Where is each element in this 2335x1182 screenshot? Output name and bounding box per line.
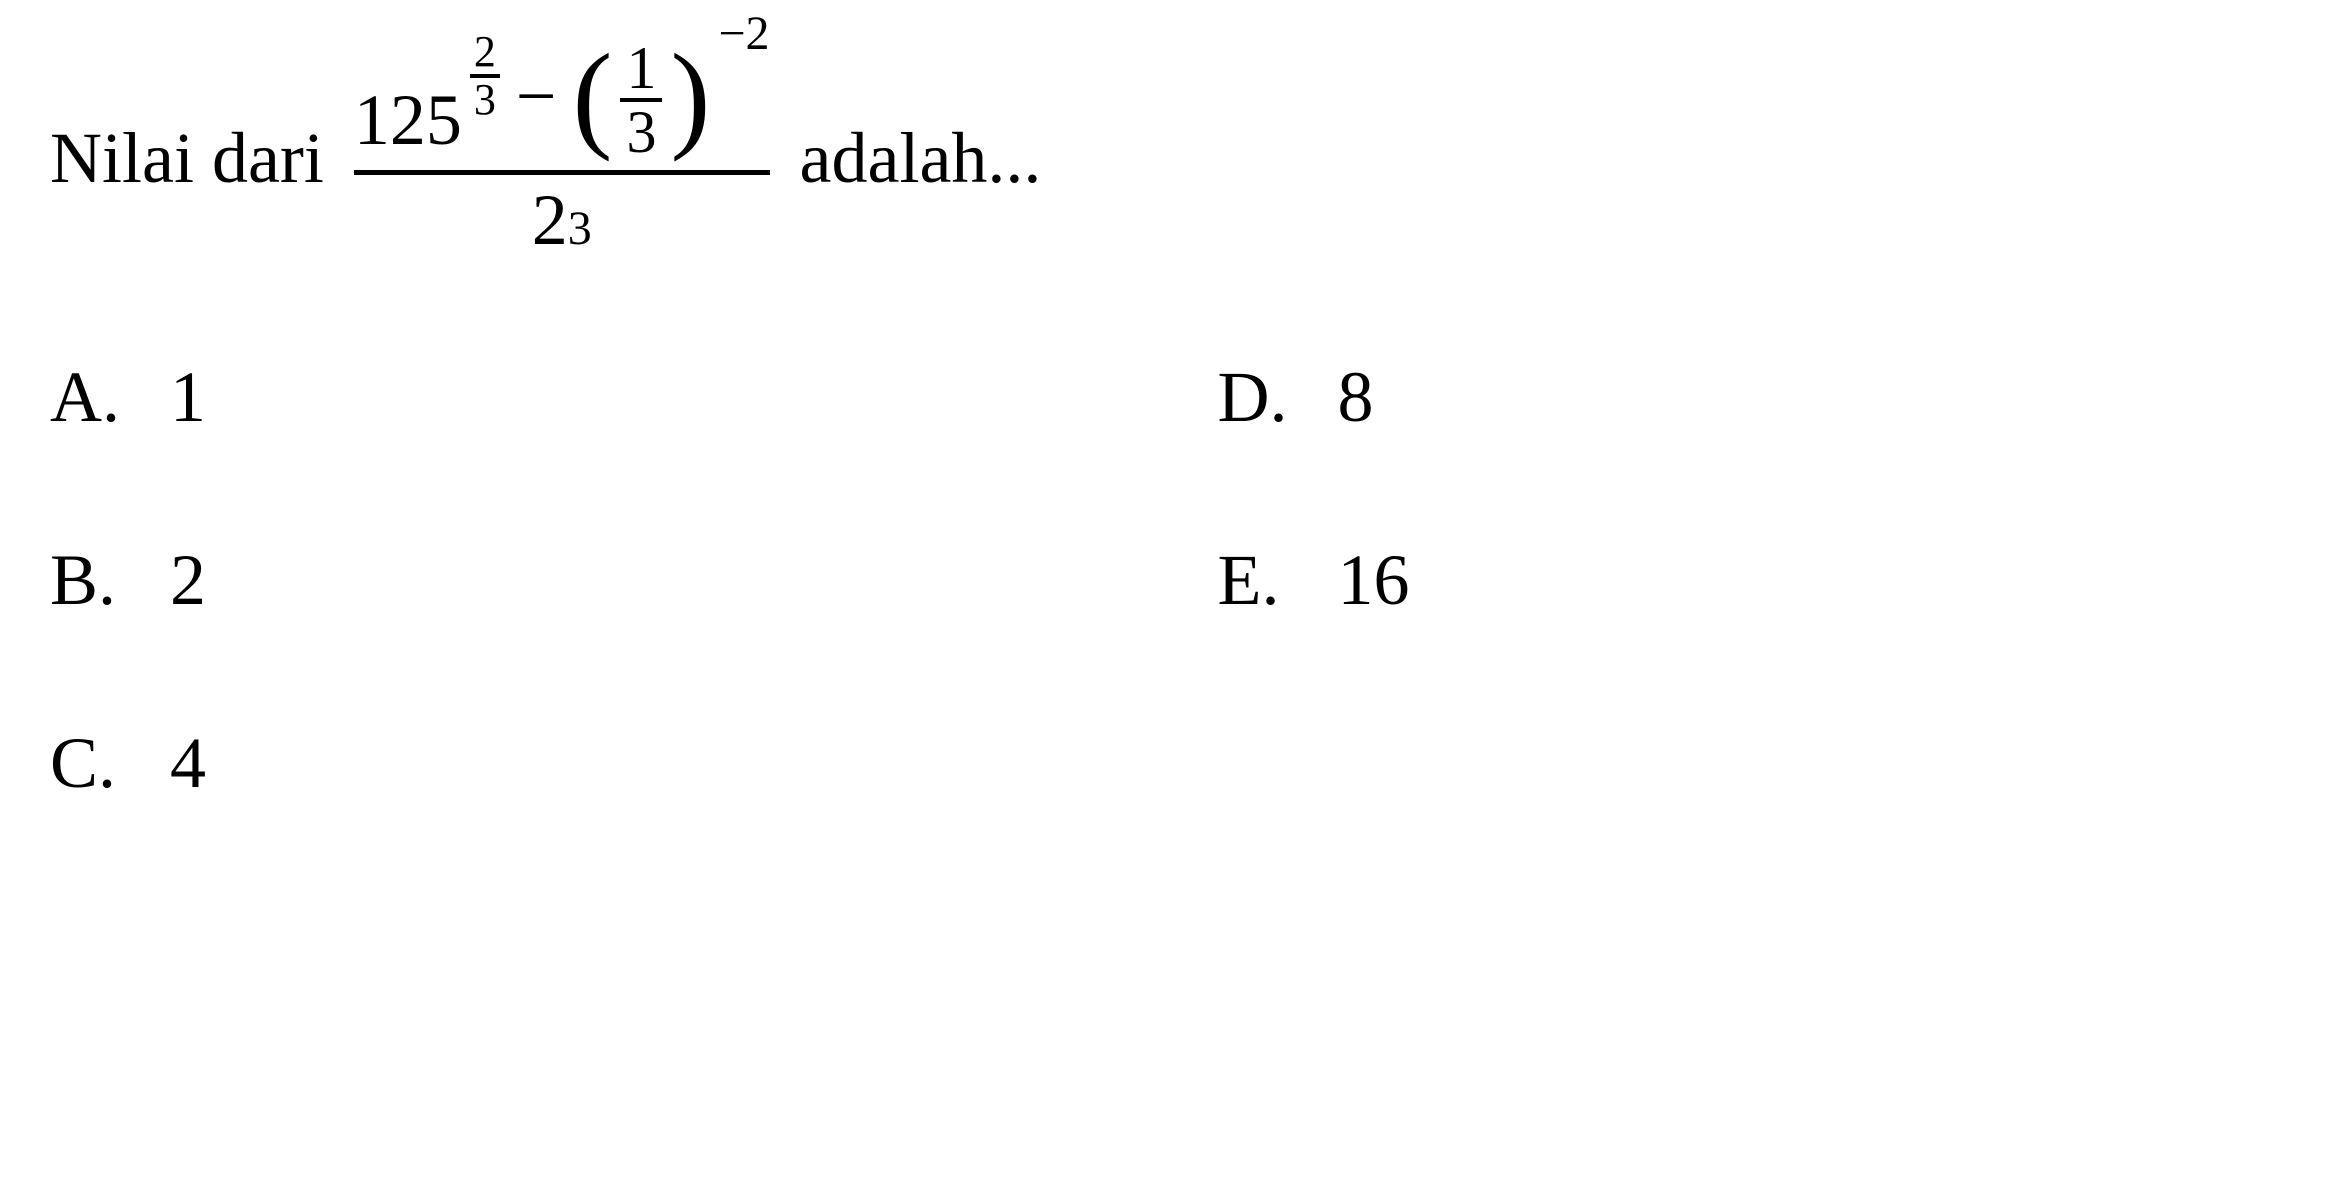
denominator: 2 3: [532, 179, 592, 286]
option-e: E. 16: [1218, 539, 2286, 622]
option-b-letter: B.: [50, 539, 130, 622]
option-c-letter: C.: [50, 722, 130, 805]
option-c: C. 4: [50, 722, 1118, 805]
term1-exp-denominator: 3: [470, 78, 500, 122]
minus-operator: −: [516, 55, 557, 138]
term2-inner-numerator: 1: [620, 38, 662, 102]
option-a-value: 1: [170, 356, 206, 439]
option-d-letter: D.: [1218, 356, 1298, 439]
option-b-value: 2: [170, 539, 206, 622]
option-c-value: 4: [170, 722, 206, 805]
term2-inner-denominator: 3: [620, 102, 662, 162]
option-d: D. 8: [1218, 356, 2286, 439]
term2-inner-fraction: 1 3: [620, 38, 662, 162]
left-paren: (: [573, 42, 613, 150]
question-row: Nilai dari 125 2 3 − ( 1 3 ) −2 2 3 adal…: [50, 30, 2285, 286]
options-grid: A. 1 D. 8 B. 2 E. 16 C. 4: [50, 356, 2285, 805]
term1-base: 125: [354, 79, 462, 162]
numerator: 125 2 3 − ( 1 3 ) −2: [354, 30, 770, 175]
question-prefix: Nilai dari: [50, 117, 324, 200]
term1-exp-numerator: 2: [470, 30, 500, 78]
option-a: A. 1: [50, 356, 1118, 439]
term2-exponent: −2: [718, 6, 769, 61]
main-fraction: 125 2 3 − ( 1 3 ) −2 2 3: [354, 30, 770, 286]
term1-exponent-fraction: 2 3: [470, 30, 500, 122]
denom-base: 2: [532, 179, 568, 262]
option-b: B. 2: [50, 539, 1118, 622]
option-e-letter: E.: [1218, 539, 1298, 622]
right-paren: ): [670, 42, 710, 150]
question-suffix: adalah...: [800, 117, 1042, 200]
option-e-value: 16: [1338, 539, 1410, 622]
denom-exponent: 3: [568, 201, 592, 256]
option-a-letter: A.: [50, 356, 130, 439]
option-d-value: 8: [1338, 356, 1374, 439]
